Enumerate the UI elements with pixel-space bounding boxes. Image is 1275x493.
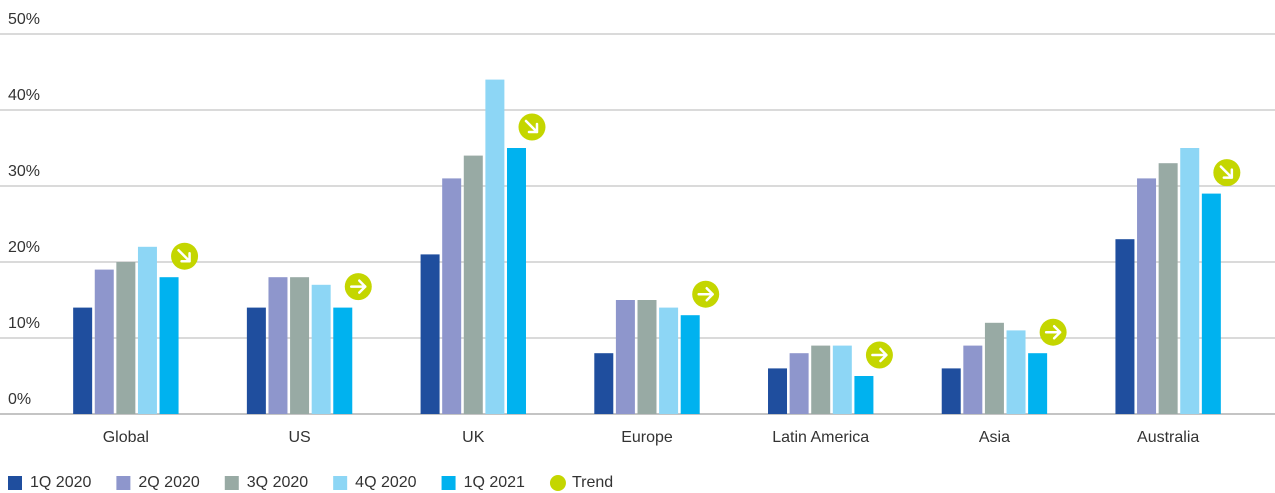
bar — [268, 277, 288, 414]
y-tick-label: 50% — [8, 11, 40, 28]
legend-swatch — [441, 476, 456, 490]
legend-label: 1Q 2020 — [30, 474, 91, 491]
legend-swatch — [8, 476, 22, 490]
bar — [1137, 178, 1157, 414]
trend-arrow — [1219, 165, 1234, 179]
bar — [768, 368, 788, 414]
bar — [333, 307, 353, 414]
bar — [420, 254, 440, 414]
x-tick-label: Latin America — [772, 429, 869, 446]
y-tick-label: 0% — [8, 391, 31, 408]
x-tick-label: UK — [462, 429, 485, 446]
x-tick-label: US — [288, 429, 310, 446]
y-tick-label: 40% — [8, 87, 40, 104]
bar — [1006, 330, 1026, 414]
bar — [659, 307, 679, 414]
x-tick-label: Europe — [621, 429, 673, 446]
legend-swatch — [224, 476, 239, 490]
legend-label: 4Q 2020 — [355, 474, 416, 491]
bar — [1180, 148, 1200, 414]
y-tick-label: 30% — [8, 163, 40, 180]
legend-swatch — [116, 476, 131, 490]
legend-label: Trend — [572, 474, 613, 491]
bar — [246, 307, 266, 414]
bar — [832, 345, 852, 414]
trend-icon — [518, 113, 546, 141]
bar — [116, 262, 136, 414]
legend-label: 3Q 2020 — [247, 474, 308, 491]
trend-icon — [692, 280, 720, 308]
bar — [311, 284, 331, 414]
bar — [1028, 353, 1048, 414]
bar — [854, 376, 874, 414]
bar — [94, 269, 114, 414]
bar — [811, 345, 831, 414]
bar — [73, 307, 93, 414]
y-tick-label: 10% — [8, 315, 40, 332]
bar — [159, 277, 179, 414]
bar — [789, 353, 809, 414]
bar — [941, 368, 961, 414]
x-tick-label: Australia — [1137, 429, 1199, 446]
trend-arrow — [1044, 324, 1062, 340]
trend-arrow — [524, 119, 539, 134]
trend-icon — [865, 341, 893, 369]
bar — [1158, 163, 1178, 414]
bar — [1201, 193, 1221, 414]
bar — [506, 148, 526, 414]
bar — [680, 315, 700, 414]
trend-icon — [344, 273, 372, 301]
x-tick-label: Global — [103, 429, 149, 446]
trend-icon — [171, 242, 199, 270]
legend-label: 2Q 2020 — [138, 474, 199, 491]
trend-arrow — [350, 279, 367, 294]
trend-arrow — [697, 286, 714, 302]
bar — [485, 79, 505, 414]
bar — [984, 322, 1004, 414]
y-tick-label: 20% — [8, 239, 40, 256]
bar — [637, 300, 657, 414]
bar — [594, 353, 614, 414]
bar — [137, 246, 157, 414]
legend-swatch — [549, 475, 566, 491]
legend-label: 1Q 2021 — [464, 474, 525, 491]
bar — [290, 277, 310, 414]
legend-swatch — [333, 476, 348, 490]
bar — [1115, 239, 1135, 414]
trend-arrow — [871, 347, 888, 363]
trend-icon — [1039, 318, 1067, 346]
bar — [963, 345, 983, 414]
bar — [615, 300, 635, 414]
x-tick-label: Asia — [979, 429, 1010, 446]
trend-arrow — [177, 248, 191, 263]
bar — [463, 155, 483, 414]
trend-icon — [1213, 159, 1241, 187]
bar — [442, 178, 462, 414]
